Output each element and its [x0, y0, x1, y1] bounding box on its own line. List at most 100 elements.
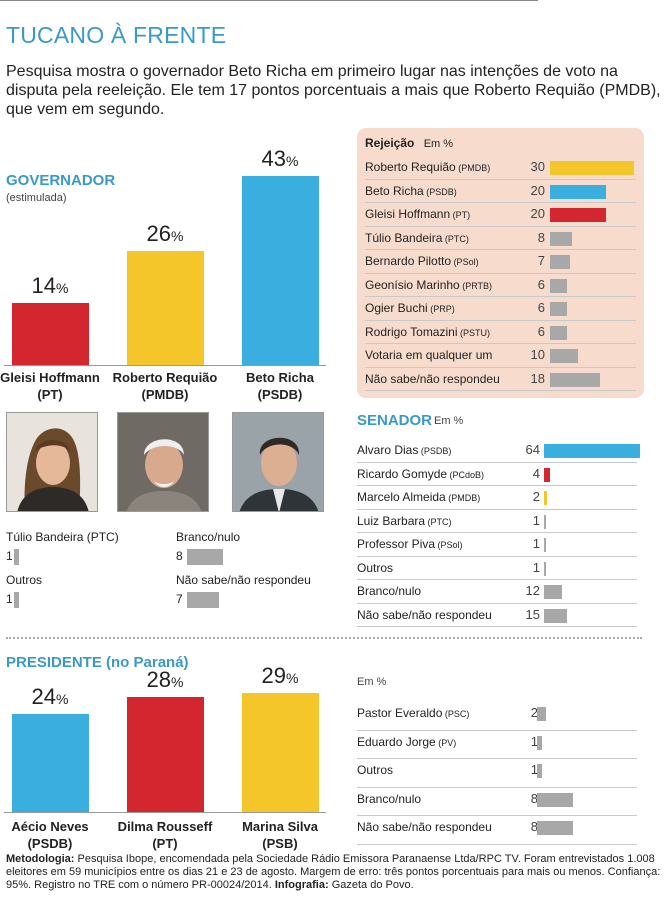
presidente-value-label: 29% — [262, 663, 299, 689]
rejeicao-value: 30 — [530, 159, 545, 174]
governador-value-label: 43% — [262, 146, 299, 172]
senador-row: Luiz Barbara (PTC) 1 — [349, 510, 645, 533]
governador-name: Gleisi Hoffmann (PT) — [0, 369, 100, 403]
gov-other-bar — [187, 592, 219, 608]
gov-other-bar — [187, 549, 223, 565]
rejeicao-label: Votaria em qualquer um — [365, 348, 492, 362]
photo-roberto-requiao — [117, 412, 209, 512]
governador-party: (PT) — [37, 387, 63, 402]
governador-name-text: Roberto Requião — [112, 370, 218, 385]
rejeicao-bar — [550, 184, 606, 199]
governador-unit: % — [56, 280, 69, 297]
rejeicao-row-divider — [365, 225, 636, 227]
footer-credit: Gazeta do Povo. — [331, 879, 414, 891]
gov-other-name: Não sabe/não respondeu — [176, 573, 311, 587]
governador-value: 14 — [31, 273, 57, 299]
rejeicao-party: (PSTU) — [457, 327, 490, 338]
senador-row: Outros 1 — [349, 557, 645, 580]
presidente-outros-name: Branco/nulo — [357, 791, 422, 806]
governador-value: 43 — [261, 145, 287, 171]
gov-other-bar — [14, 592, 19, 608]
senador-chart: Alvaro Dias (PSDB) 64 Ricardo Gomyde (PCdo… — [349, 439, 645, 629]
gov-other-name: Túlio Bandeira (PTC) — [6, 530, 119, 544]
senador-row-divider — [357, 626, 637, 627]
governador-name: Beto Richa (PSDB) — [246, 369, 314, 403]
rejeicao-label: Beto Richa (PSDB) — [365, 184, 457, 198]
rejeicao-value: 6 — [537, 323, 545, 339]
presidente-others-chart: Pastor Everaldo (PSC) 2 Eduardo Jorge (PV)… — [349, 702, 645, 845]
rejeicao-label: Ogier Buchi (PRP) — [365, 301, 455, 315]
photo-beto-richa — [232, 412, 324, 512]
senador-label: Alvaro Dias (PSDB) — [357, 443, 451, 457]
gov-other-value: 7 — [176, 592, 183, 606]
presidente-outros-row: Eduardo Jorge (PV) 1 — [349, 731, 645, 759]
rejeicao-party: (PSDB) — [423, 186, 457, 197]
senador-name: Não sabe/não respondeu — [357, 607, 492, 622]
presidente-outros-name: Outros — [357, 763, 394, 777]
rejeicao-bar — [550, 208, 606, 222]
presidente-outros-label: Eduardo Jorge (PV) — [357, 735, 456, 749]
presidente-unit: % — [171, 674, 184, 691]
presidente-outros-label: Branco/nulo — [357, 792, 421, 806]
rejeicao-party: (PT) — [450, 210, 471, 220]
presidente-name: Aécio Neves (PSDB) — [11, 818, 88, 852]
governador-bar — [126, 250, 204, 365]
presidente-name: Dilma Rousseff (PT) — [118, 818, 213, 852]
senador-value: 64 — [525, 442, 540, 457]
presidente-outros-bar — [537, 707, 546, 721]
presidente-name: Marina Silva (PSB) — [242, 818, 318, 852]
rejeicao-name: Bernardo Pilotto — [365, 254, 452, 268]
presidente-party: (PSB) — [262, 836, 298, 851]
governador-name: Roberto Requião (PMDB) — [113, 369, 218, 403]
rejeicao-name: Geonísio Marinho — [365, 277, 460, 292]
rejeicao-row: Não sabe/não respondeu 18 — [357, 368, 644, 391]
presidente-outros-value: 8 — [530, 790, 538, 806]
rejeicao-value: 8 — [537, 229, 545, 245]
senador-row: Não sabe/não respondeu 15 — [349, 604, 645, 627]
presidente-outros-row: Pastor Everaldo (PSC) 2 — [349, 702, 645, 731]
senador-bar — [544, 467, 550, 482]
presidente-outros-row-divider — [357, 729, 637, 731]
senador-row-divider — [357, 461, 637, 463]
presidente-unit: % — [56, 690, 69, 707]
rejeicao-party: (PTC) — [442, 233, 469, 244]
senador-unit: Em % — [434, 415, 464, 427]
page-subtitle: Pesquisa mostra o governador Beto Richa … — [6, 63, 661, 118]
rejeicao-panel: Rejeição Em % Roberto Requião (PMDB) 30 Be… — [357, 128, 644, 398]
presidente-value: 29 — [261, 663, 287, 689]
rejeicao-row-divider — [365, 366, 636, 368]
senador-label: Luiz Barbara (PTC) — [357, 514, 452, 528]
rejeicao-party: (PRTB) — [459, 280, 493, 291]
governador-party: (PMDB) — [141, 387, 189, 402]
senador-party: (PSol) — [435, 540, 463, 550]
gov-other-value-row: 7 — [176, 592, 183, 608]
presidente-party: (PSDB) — [27, 836, 73, 851]
senador-row: Ricardo Gomyde (PCdoB) 4 — [349, 463, 645, 486]
presidente-outros-bar — [537, 735, 542, 750]
presidente-baseline — [4, 812, 326, 813]
governador-party: (PSDB) — [257, 387, 303, 402]
senador-value: 4 — [532, 465, 540, 481]
senador-row: Branco/nulo 12 — [349, 580, 645, 604]
rejeicao-row: Geonísio Marinho (PRTB) 6 — [357, 274, 644, 297]
presidente-unit: % — [286, 670, 299, 687]
presidente-outros-name: Eduardo Jorge — [357, 734, 436, 749]
rejeicao-label: Não sabe/não respondeu — [365, 372, 500, 386]
rejeicao-row-divider — [365, 296, 636, 297]
rejeicao-value: 20 — [530, 206, 545, 221]
senador-bar — [544, 538, 546, 552]
rejeicao-value: 10 — [530, 347, 545, 362]
presidente-outros-bar — [537, 792, 573, 807]
presidente-outros-row-divider — [357, 758, 637, 759]
rejeicao-bar — [550, 349, 578, 363]
footer-text: Pesquisa Ibope, encomendada pela Socieda… — [6, 853, 661, 891]
rejeicao-row-divider — [365, 249, 636, 250]
governador-subheading: (estimulada) — [6, 192, 67, 204]
rejeicao-title: Rejeição Em % — [365, 136, 453, 150]
rejeicao-bar — [550, 255, 570, 269]
gov-other-bar — [14, 549, 19, 565]
senador-name: Alvaro Dias — [357, 443, 419, 457]
senador-bar — [544, 608, 567, 623]
section-divider — [6, 637, 642, 639]
presidente-bar — [11, 713, 89, 812]
